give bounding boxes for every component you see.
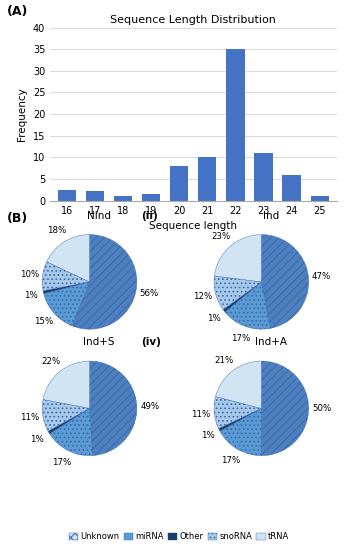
Wedge shape [44, 282, 90, 326]
Text: 17%: 17% [231, 334, 251, 343]
Text: (iv): (iv) [141, 337, 161, 348]
Wedge shape [48, 408, 90, 434]
Wedge shape [47, 234, 90, 282]
Wedge shape [214, 397, 261, 428]
Wedge shape [220, 408, 261, 455]
Text: 11%: 11% [20, 414, 39, 422]
Text: 10%: 10% [20, 270, 39, 279]
Text: 1%: 1% [24, 290, 37, 300]
Text: (A): (A) [7, 6, 29, 19]
Wedge shape [42, 262, 90, 291]
Text: 23%: 23% [212, 232, 231, 241]
Text: 15%: 15% [34, 317, 54, 326]
Text: 56%: 56% [139, 289, 159, 298]
Text: 21%: 21% [214, 356, 234, 365]
Wedge shape [72, 234, 137, 329]
Text: 1%: 1% [207, 315, 221, 323]
Text: 11%: 11% [192, 410, 211, 419]
Text: (B): (B) [7, 212, 28, 225]
Text: 12%: 12% [193, 293, 212, 301]
Text: 17%: 17% [52, 458, 72, 467]
X-axis label: Sequence length: Sequence length [149, 221, 237, 231]
Wedge shape [223, 282, 261, 312]
Text: 49%: 49% [140, 402, 160, 411]
Y-axis label: Frequency: Frequency [17, 87, 27, 141]
Bar [142, 194, 160, 201]
Title: NInd: NInd [87, 211, 111, 221]
Wedge shape [49, 408, 92, 455]
Wedge shape [43, 361, 90, 408]
Wedge shape [43, 282, 90, 294]
Wedge shape [261, 361, 309, 455]
Text: (ii): (ii) [141, 211, 158, 221]
Text: 22%: 22% [41, 358, 61, 366]
Bar [58, 190, 76, 201]
Wedge shape [216, 361, 261, 408]
Wedge shape [225, 282, 270, 329]
Bar [310, 196, 329, 201]
Wedge shape [261, 234, 309, 328]
Text: 47%: 47% [312, 272, 331, 280]
Title: Ind: Ind [263, 211, 279, 221]
Bar [255, 153, 273, 201]
Wedge shape [214, 276, 261, 310]
Bar [198, 157, 217, 201]
Wedge shape [42, 399, 90, 431]
Text: 1%: 1% [200, 431, 214, 441]
Wedge shape [90, 361, 137, 455]
Text: 50%: 50% [312, 404, 332, 413]
Text: 1%: 1% [30, 434, 44, 444]
Title: Ind+A: Ind+A [255, 338, 287, 348]
Bar [282, 175, 301, 201]
Bar [86, 191, 104, 201]
Text: 17%: 17% [221, 456, 240, 465]
Title: Sequence Length Distribution: Sequence Length Distribution [110, 15, 276, 25]
Text: 18%: 18% [47, 226, 67, 235]
Bar [170, 166, 188, 201]
Wedge shape [214, 234, 261, 282]
Title: Ind+S: Ind+S [83, 338, 115, 348]
Legend: Unknown, miRNA, Other, snoRNA, tRNA: Unknown, miRNA, Other, snoRNA, tRNA [67, 531, 291, 543]
Bar [226, 49, 245, 201]
Bar [114, 196, 132, 201]
Wedge shape [218, 408, 261, 431]
